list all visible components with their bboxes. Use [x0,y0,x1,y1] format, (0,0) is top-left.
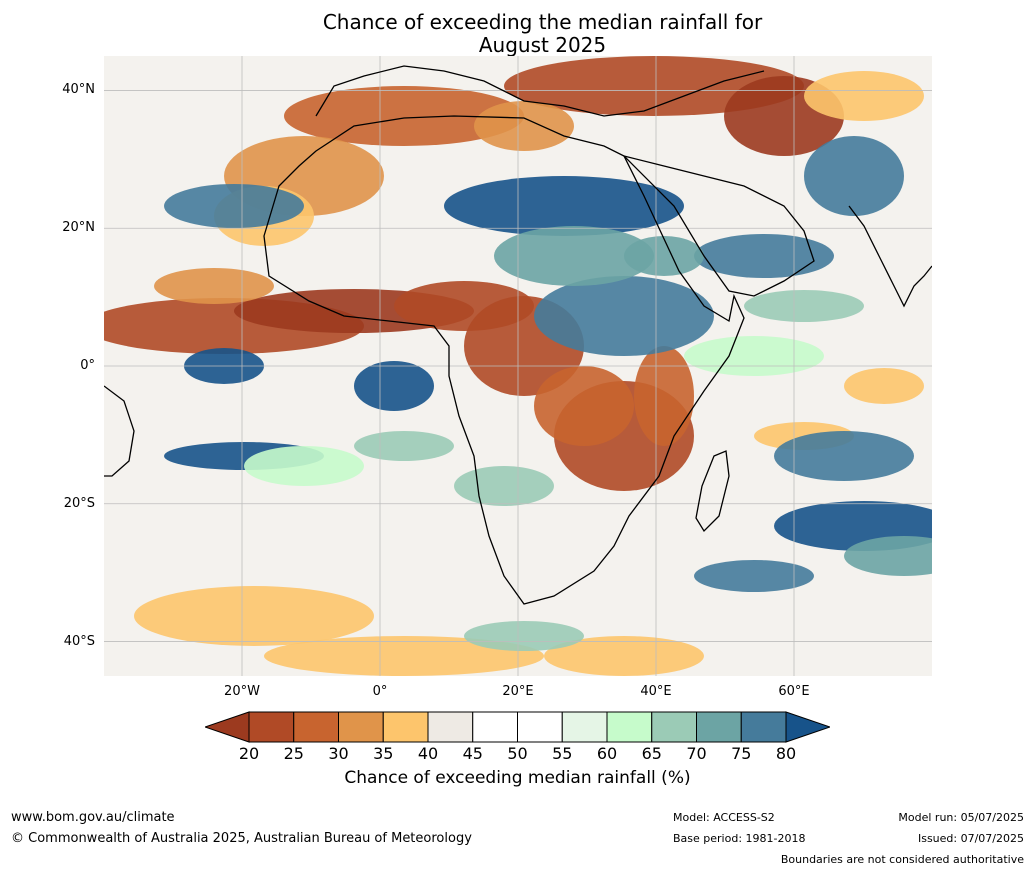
base-period-text: Base period: 1981-2018 [673,832,806,845]
rainfall-contour-patch [534,366,634,446]
graticule [104,56,932,676]
rainfall-contour-patch [844,368,924,404]
colorbar-segment [651,711,697,743]
india-coastline [848,205,932,308]
map-title-line2: August 2025 [478,33,607,57]
colorbar-tick-label: 60 [596,744,618,763]
colorbar-tick-label: 45 [462,744,483,763]
colorbar-tick-label: 70 [686,744,707,763]
colorbar-tick-label: 35 [373,744,394,763]
lon-label: 40°E [640,684,672,699]
colorbar-tick-label: 40 [417,744,439,763]
rainfall-contour-patch [444,176,684,236]
model-run-text: Model run: 05/07/2025 [898,811,1024,824]
colorbar-segment [740,711,787,743]
rainfall-contour-patch [774,431,914,481]
rainfall-contour-patch [844,536,932,576]
colorbar-tick-label: 80 [775,744,797,763]
lon-label: 60°E [778,684,810,699]
colorbar-tick-label: 75 [731,744,752,763]
colorbar-tick-label: 50 [507,744,528,763]
lat-label: 40°S [63,634,95,649]
copyright-text: © Commonwealth of Australia 2025, Austra… [11,831,472,846]
colorbar-segment [427,711,474,743]
europe-coastline [315,65,765,117]
rainfall-contour-patch [534,276,714,356]
rainfall-contour-patch [694,560,814,592]
madagascar-coastline [695,450,730,533]
colorbar-tick-label: 20 [238,744,260,763]
lon-label: 20°W [224,684,260,699]
rainfall-contour-patch [264,636,544,676]
rainfall-contour-patch [494,226,654,286]
rainfall-contour-patch [544,636,704,676]
colorbar-tick-label: 25 [283,744,304,763]
rainfall-contour-patch [164,184,304,228]
coastlines [104,65,932,605]
rainfall-contour-patch [354,431,454,461]
arabia-coastline [621,154,815,297]
issued-text: Issued: 07/07/2025 [917,832,1024,845]
lat-label: 40°N [62,82,95,97]
colorbar-extend-low [205,711,250,743]
rainfall-contour-patch [624,236,704,276]
rainfall-contour-patch [244,446,364,486]
rainfall-contour-patch [804,71,924,121]
rainfall-contour-patch [634,346,694,446]
rainfall-contour-patch [354,361,434,411]
rainfall-contour-patch [474,101,574,151]
lon-label: 20°E [502,684,534,699]
rainfall-contour-patch [284,86,524,146]
colorbar [205,711,830,743]
rainfall-contour-patch [464,621,584,651]
rainfall-contour-patch [684,336,824,376]
colorbar-segment [293,711,339,743]
colorbar-segment [517,711,563,743]
colorbar-tick-label: 30 [328,744,349,763]
rainfall-contour-patch [454,466,554,506]
rainfall-map [104,56,932,676]
lat-label: 20°N [62,220,95,235]
rainfall-contour-patch [694,234,834,278]
rainfall-contour-patch [744,290,864,322]
website-text: www.bom.gov.au/climate [11,810,175,825]
disclaimer-text: Boundaries are not considered authoritat… [780,853,1024,866]
colorbar-segment [561,711,608,743]
model-text: Model: ACCESS-S2 [673,811,775,824]
colorbar-segment [696,711,742,743]
africa-coastline [263,115,745,605]
colorbar-extend-high [785,711,830,743]
lon-label: 0° [372,684,388,699]
colorbar-segment [382,711,429,743]
colorbar-tick-label: 55 [552,744,573,763]
rainfall-contour-patch [154,268,274,304]
colorbar-segment [472,711,518,743]
south-america-coastline [104,385,135,477]
colorbar-segment [606,711,653,743]
lat-label: 0° [80,358,95,373]
colorbar-tick-label: 65 [641,744,662,763]
map-title-line1: Chance of exceeding the median rainfall … [322,10,763,34]
lat-label: 20°S [63,496,95,511]
rainfall-contour-patch [804,136,904,216]
colorbar-segment [338,711,384,743]
colorbar-label: Chance of exceeding median rainfall (%) [344,768,691,788]
rainfall-contour-patch [134,586,374,646]
colorbar-segment [248,711,295,743]
rainfall-fields [104,56,932,676]
